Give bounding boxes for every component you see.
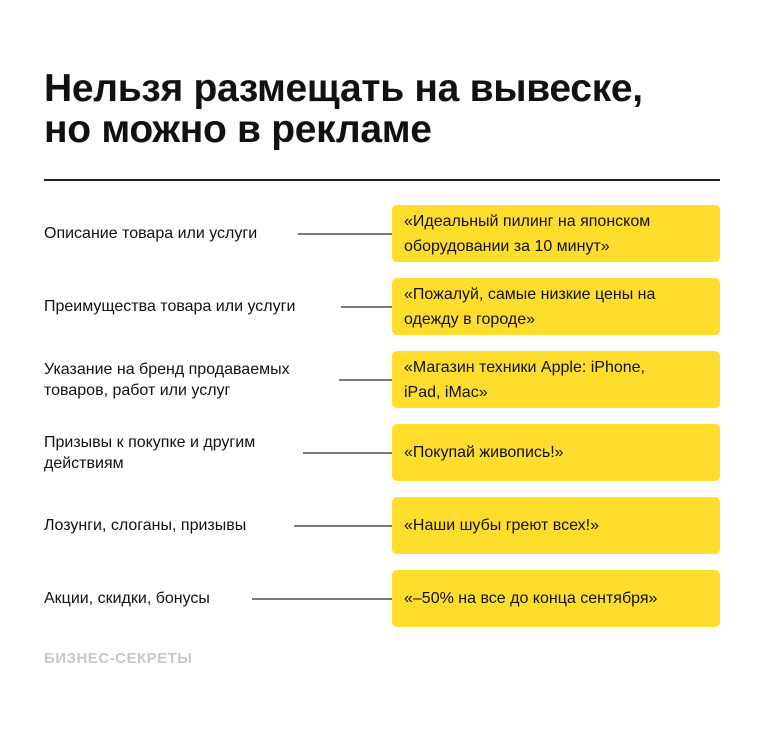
- divider: [44, 179, 720, 181]
- connector-line: [341, 306, 392, 308]
- page-title: Нельзя размещать на вывеске, но можно в …: [44, 68, 744, 150]
- row-label: Описание товара или услуги: [44, 225, 258, 242]
- connector-line: [294, 525, 392, 527]
- example-box: «–50% на все до конца сентября»: [392, 570, 720, 627]
- example-box: «Магазин техники Apple: iPhone, iPad, iM…: [392, 351, 720, 408]
- example-box: «Наши шубы греют всех!»: [392, 497, 720, 554]
- row-label: Акции, скидки, бонусы: [44, 590, 210, 607]
- title-line-1: Нельзя размещать на вывеске,: [44, 67, 643, 110]
- row: Указание на бренд продаваемых товаров, р…: [0, 351, 764, 408]
- row-label: Указание на бренд продаваемых товаров, р…: [44, 360, 290, 399]
- connector-line: [339, 379, 392, 381]
- row-label: Призывы к покупке и другим действиям: [44, 433, 256, 472]
- example-box: «Пожалуй, самые низкие цены на одежду в …: [392, 278, 720, 335]
- row: Акции, скидки, бонусы «–50% на все до ко…: [0, 570, 764, 627]
- row: Преимущества товара или услуги «Пожалуй,…: [0, 278, 764, 335]
- example-box: «Идеальный пилинг на японском оборудован…: [392, 205, 720, 262]
- connector-line: [298, 233, 392, 235]
- brand-logo: БИЗНЕС-СЕКРЕТЫ: [44, 650, 193, 667]
- row: Призывы к покупке и другим действиям «По…: [0, 424, 764, 481]
- row-label: Лозунги, слоганы, призывы: [44, 517, 247, 534]
- row-label: Преимущества товара или услуги: [44, 298, 296, 315]
- row: Описание товара или услуги «Идеальный пи…: [0, 205, 764, 262]
- connector-line: [303, 452, 392, 454]
- title-line-2: но можно в рекламе: [44, 108, 432, 151]
- row: Лозунги, слоганы, призывы «Наши шубы гре…: [0, 497, 764, 554]
- example-box: «Покупай живопись!»: [392, 424, 720, 481]
- connector-line: [252, 598, 392, 600]
